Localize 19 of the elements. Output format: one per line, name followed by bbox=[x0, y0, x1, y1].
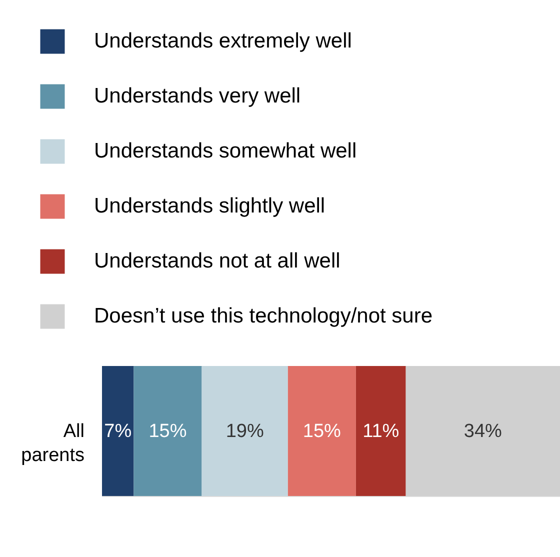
legend-label: Understands very well bbox=[94, 84, 301, 108]
data-label: 11% bbox=[362, 421, 400, 442]
bar bbox=[406, 366, 560, 496]
bar bbox=[102, 366, 134, 496]
bar bbox=[134, 366, 202, 496]
data-label: 7% bbox=[104, 421, 132, 442]
y-tick-label: All parents bbox=[21, 421, 84, 466]
data-label: 34% bbox=[464, 421, 502, 442]
legend-label: Understands extremely well bbox=[94, 30, 352, 52]
legend-label: Understands not at all well bbox=[94, 250, 340, 272]
data-label: 15% bbox=[148, 421, 187, 442]
legend-label: Understands slightly well bbox=[94, 194, 326, 218]
data-label: 19% bbox=[226, 421, 264, 442]
legend-label: Understands somewhat well bbox=[94, 140, 357, 162]
bar bbox=[356, 366, 406, 496]
bar bbox=[202, 366, 288, 496]
bar bbox=[288, 366, 356, 496]
legend-label: Doesn’t use this technology/not sure bbox=[94, 304, 433, 328]
data-label: 15% bbox=[302, 421, 342, 442]
